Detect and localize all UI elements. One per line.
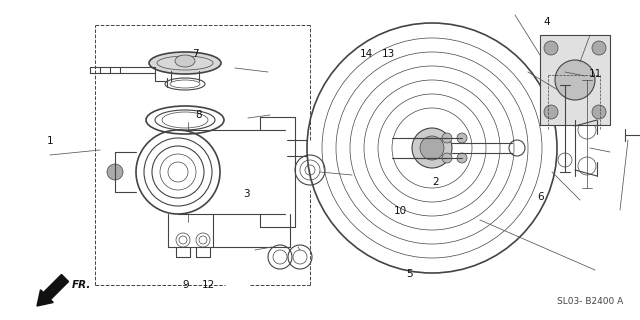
Ellipse shape <box>149 52 221 74</box>
Text: 11: 11 <box>589 68 602 79</box>
Circle shape <box>592 105 606 119</box>
Circle shape <box>442 133 452 143</box>
Text: 13: 13 <box>382 49 395 60</box>
Text: 8: 8 <box>195 110 202 120</box>
Circle shape <box>544 105 558 119</box>
Circle shape <box>544 41 558 55</box>
Circle shape <box>442 153 452 163</box>
Text: 2: 2 <box>432 177 438 188</box>
Text: 5: 5 <box>406 268 413 279</box>
Circle shape <box>457 133 467 143</box>
Text: 1: 1 <box>47 136 53 146</box>
Text: 9: 9 <box>182 280 189 290</box>
Ellipse shape <box>157 56 213 70</box>
Text: SL03- B2400 A: SL03- B2400 A <box>557 298 623 307</box>
Circle shape <box>412 128 452 168</box>
Ellipse shape <box>175 55 195 67</box>
Text: 12: 12 <box>202 280 214 290</box>
FancyBboxPatch shape <box>540 35 610 125</box>
Text: 14: 14 <box>360 49 373 60</box>
Circle shape <box>592 41 606 55</box>
Circle shape <box>555 60 595 100</box>
Text: FR.: FR. <box>72 280 92 290</box>
FancyArrow shape <box>37 275 68 306</box>
Circle shape <box>457 153 467 163</box>
Text: 6: 6 <box>538 192 544 202</box>
Text: 3: 3 <box>243 188 250 199</box>
Circle shape <box>420 136 444 160</box>
Text: 10: 10 <box>394 206 406 216</box>
Circle shape <box>107 164 123 180</box>
Text: 7: 7 <box>192 49 198 60</box>
Text: 4: 4 <box>544 17 550 28</box>
